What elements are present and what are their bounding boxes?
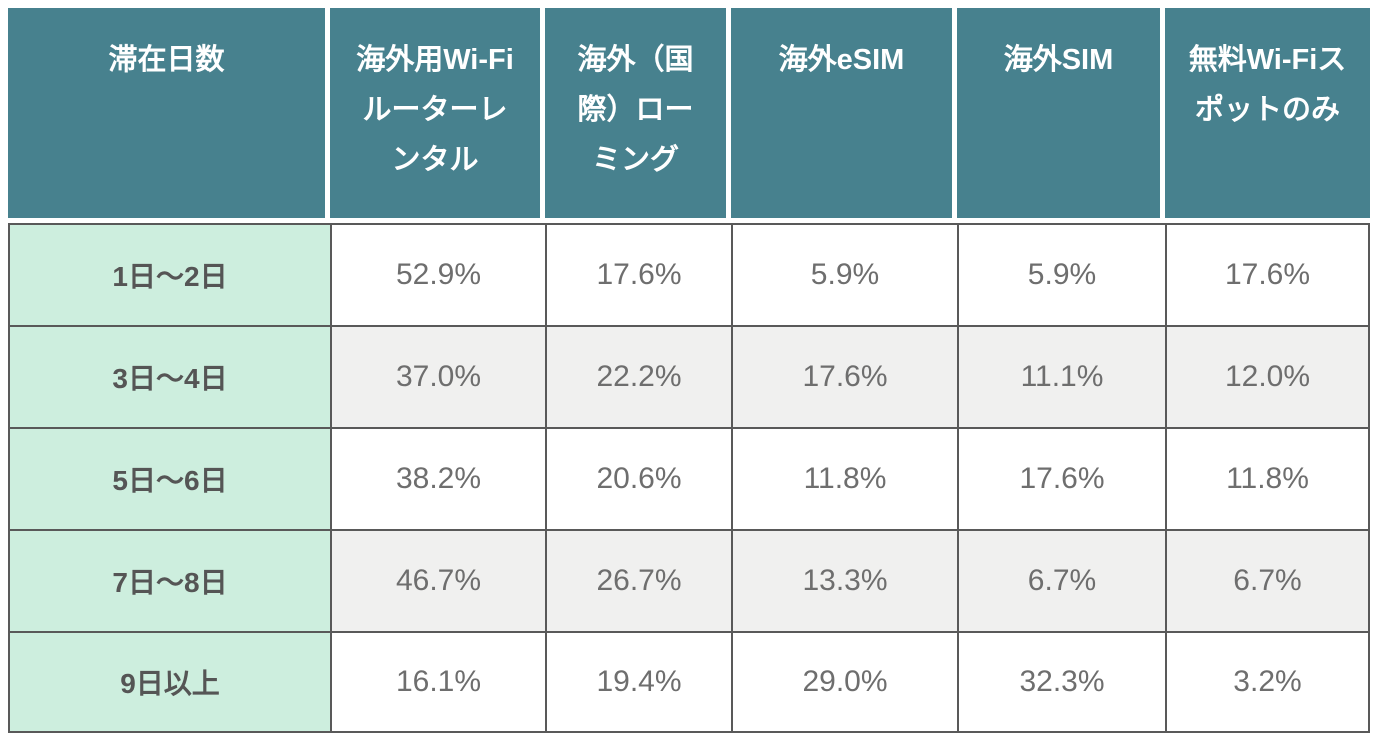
header-row: 滞在日数 海外用Wi-Fiルーターレンタル 海外（国際）ローミング 海外eSIM… bbox=[8, 8, 1370, 223]
table-cell: 20.6% bbox=[545, 427, 731, 529]
table-row: 9日以上 16.1% 19.4% 29.0% 32.3% 3.2% bbox=[8, 631, 1370, 733]
table-cell: 17.6% bbox=[545, 223, 731, 325]
table-cell: 11.1% bbox=[957, 325, 1165, 427]
table-cell: 6.7% bbox=[957, 529, 1165, 631]
col-header-overseas-esim: 海外eSIM bbox=[731, 8, 957, 223]
table-cell: 5.9% bbox=[957, 223, 1165, 325]
table-cell: 17.6% bbox=[731, 325, 957, 427]
table-row: 3日〜4日 37.0% 22.2% 17.6% 11.1% 12.0% bbox=[8, 325, 1370, 427]
col-header-stay-duration: 滞在日数 bbox=[8, 8, 330, 223]
table-cell: 46.7% bbox=[330, 529, 545, 631]
row-header: 1日〜2日 bbox=[8, 223, 330, 325]
row-header: 5日〜6日 bbox=[8, 427, 330, 529]
table-cell: 11.8% bbox=[1165, 427, 1370, 529]
table-body: 1日〜2日 52.9% 17.6% 5.9% 5.9% 17.6% 3日〜4日 … bbox=[8, 223, 1370, 733]
table-row: 1日〜2日 52.9% 17.6% 5.9% 5.9% 17.6% bbox=[8, 223, 1370, 325]
col-header-free-wifi-only: 無料Wi-Fiスポットのみ bbox=[1165, 8, 1370, 223]
table-cell: 38.2% bbox=[330, 427, 545, 529]
table-cell: 19.4% bbox=[545, 631, 731, 733]
table-cell: 52.9% bbox=[330, 223, 545, 325]
table-cell: 11.8% bbox=[731, 427, 957, 529]
col-header-overseas-sim: 海外SIM bbox=[957, 8, 1165, 223]
table-cell: 13.3% bbox=[731, 529, 957, 631]
row-header: 3日〜4日 bbox=[8, 325, 330, 427]
table-cell: 17.6% bbox=[1165, 223, 1370, 325]
table-cell: 5.9% bbox=[731, 223, 957, 325]
table-row: 5日〜6日 38.2% 20.6% 11.8% 17.6% 11.8% bbox=[8, 427, 1370, 529]
table-cell: 29.0% bbox=[731, 631, 957, 733]
table-cell: 6.7% bbox=[1165, 529, 1370, 631]
table-header: 滞在日数 海外用Wi-Fiルーターレンタル 海外（国際）ローミング 海外eSIM… bbox=[8, 8, 1370, 223]
table-cell: 26.7% bbox=[545, 529, 731, 631]
table-cell: 3.2% bbox=[1165, 631, 1370, 733]
table-cell: 32.3% bbox=[957, 631, 1165, 733]
row-header: 9日以上 bbox=[8, 631, 330, 733]
col-header-international-roaming: 海外（国際）ローミング bbox=[545, 8, 731, 223]
table-cell: 22.2% bbox=[545, 325, 731, 427]
table-cell: 37.0% bbox=[330, 325, 545, 427]
table-cell: 12.0% bbox=[1165, 325, 1370, 427]
col-header-wifi-router-rental: 海外用Wi-Fiルーターレンタル bbox=[330, 8, 545, 223]
stay-duration-connectivity-table: 滞在日数 海外用Wi-Fiルーターレンタル 海外（国際）ローミング 海外eSIM… bbox=[8, 8, 1370, 733]
table-cell: 16.1% bbox=[330, 631, 545, 733]
table-row: 7日〜8日 46.7% 26.7% 13.3% 6.7% 6.7% bbox=[8, 529, 1370, 631]
table-cell: 17.6% bbox=[957, 427, 1165, 529]
row-header: 7日〜8日 bbox=[8, 529, 330, 631]
